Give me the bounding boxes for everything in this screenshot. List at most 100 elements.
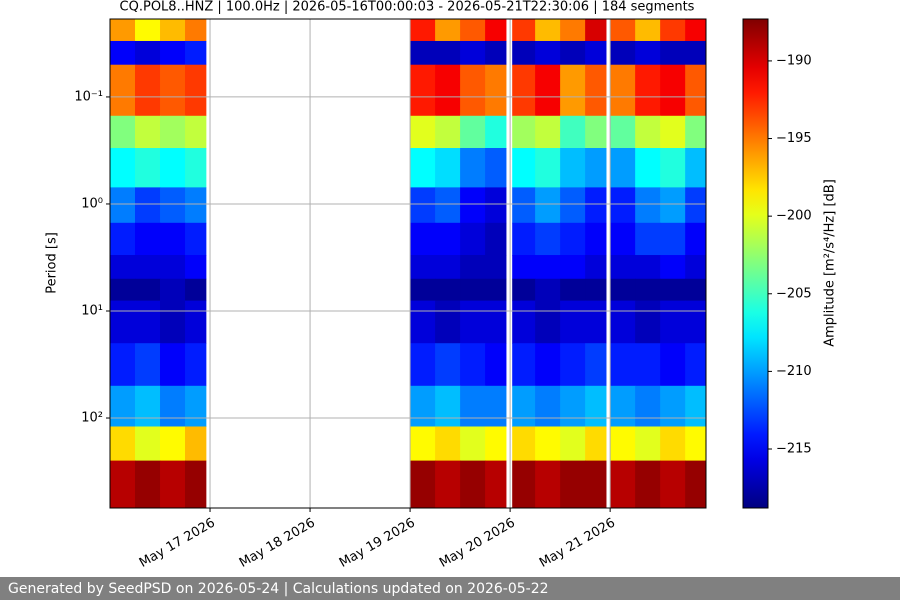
heatmap-cell xyxy=(185,222,207,256)
heatmap-cell xyxy=(110,255,136,280)
heatmap-cell xyxy=(660,278,686,302)
heatmap-cell xyxy=(485,147,507,188)
heatmap-cell xyxy=(685,187,707,224)
heatmap-cell xyxy=(135,222,161,256)
footer-bar xyxy=(0,577,900,600)
heatmap-cell xyxy=(635,187,661,224)
heatmap-cell xyxy=(160,64,186,117)
heatmap-cell xyxy=(635,64,661,117)
heatmap-cell xyxy=(460,278,486,302)
heatmap-cell xyxy=(135,460,161,509)
heatmap-cell xyxy=(110,64,136,117)
heatmap-cell xyxy=(635,222,661,256)
heatmap-cell xyxy=(110,40,136,66)
heatmap-cell xyxy=(585,40,607,66)
heatmap-cell xyxy=(512,343,536,387)
heatmap-cell xyxy=(160,300,186,344)
heatmap-cell xyxy=(435,300,461,344)
heatmap-cell xyxy=(535,115,561,149)
heatmap-cell xyxy=(160,40,186,66)
heatmap-cell xyxy=(560,19,586,42)
heatmap-cell xyxy=(660,222,686,256)
heatmap-cell xyxy=(512,426,536,462)
heatmap-cell xyxy=(660,255,686,280)
heatmap-cell xyxy=(460,19,486,42)
heatmap-cell xyxy=(560,385,586,427)
heatmap-cell xyxy=(135,40,161,66)
heatmap-cell xyxy=(585,115,607,149)
heatmap-cell xyxy=(535,187,561,224)
heatmap-cell xyxy=(512,278,536,302)
heatmap-cell xyxy=(560,343,586,387)
heatmap-cell xyxy=(585,255,607,280)
heatmap-cell xyxy=(435,40,461,66)
heatmap-cell xyxy=(610,64,636,117)
heatmap-cell xyxy=(110,222,136,256)
heatmap-cell xyxy=(585,385,607,427)
heatmap-cell xyxy=(460,40,486,66)
heatmap-cell xyxy=(660,40,686,66)
heatmap-cell xyxy=(460,187,486,224)
heatmap-cell xyxy=(685,222,707,256)
heatmap-cell xyxy=(610,19,636,42)
heatmap-cell xyxy=(460,147,486,188)
heatmap-cell xyxy=(610,343,636,387)
heatmap-cell xyxy=(610,278,636,302)
x-tick-label: May 17 2026 xyxy=(137,516,218,571)
heatmap-cell xyxy=(185,19,207,42)
heatmap-cell xyxy=(135,255,161,280)
heatmap-cell xyxy=(535,426,561,462)
heatmap-cell xyxy=(435,343,461,387)
heatmap-cell xyxy=(685,19,707,42)
heatmap-cell xyxy=(585,147,607,188)
heatmap-cell xyxy=(610,147,636,188)
heatmap-cell xyxy=(160,115,186,149)
heatmap-cell xyxy=(635,300,661,344)
heatmap-cell xyxy=(585,64,607,117)
heatmap-cell xyxy=(460,300,486,344)
x-tick-label: May 18 2026 xyxy=(237,516,318,571)
heatmap-cell xyxy=(410,147,436,188)
heatmap-cell xyxy=(160,385,186,427)
plot-frame xyxy=(109,18,707,509)
x-tick-label: May 19 2026 xyxy=(337,516,418,571)
heatmap-cell xyxy=(660,300,686,344)
heatmap-cell xyxy=(512,385,536,427)
heatmap-cell xyxy=(160,255,186,280)
heatmap-cell xyxy=(135,385,161,427)
heatmap-cell xyxy=(410,115,436,149)
heatmap-cell xyxy=(185,40,207,66)
heatmap-cell xyxy=(410,187,436,224)
heatmap-cell xyxy=(460,343,486,387)
heatmap-cell xyxy=(585,460,607,509)
heatmap-cell xyxy=(485,40,507,66)
heatmap-cell xyxy=(410,300,436,344)
heatmap-cell xyxy=(610,385,636,427)
heatmap-cell xyxy=(485,460,507,509)
heatmap-cell xyxy=(135,19,161,42)
heatmap-cell xyxy=(485,19,507,42)
heatmap-cell xyxy=(585,426,607,462)
heatmap-cell xyxy=(635,343,661,387)
heatmap-cell xyxy=(485,385,507,427)
heatmap-cell xyxy=(635,460,661,509)
heatmap-cell xyxy=(660,343,686,387)
colorbar-tick-label: −195 xyxy=(776,131,812,146)
heatmap-cell xyxy=(635,278,661,302)
heatmap-cell xyxy=(585,343,607,387)
heatmap-cell xyxy=(485,255,507,280)
heatmap-cell xyxy=(410,255,436,280)
heatmap-cell xyxy=(560,147,586,188)
heatmap-cell xyxy=(610,300,636,344)
heatmap-cell xyxy=(560,426,586,462)
heatmap-cell xyxy=(160,343,186,387)
heatmap-cell xyxy=(660,19,686,42)
heatmap-cell xyxy=(185,278,207,302)
y-tick-label: 10⁰ xyxy=(81,196,103,211)
heatmap-cell xyxy=(560,300,586,344)
y-tick-label: 10⁻¹ xyxy=(74,89,103,104)
heatmap-cell xyxy=(160,460,186,509)
heatmap-cell xyxy=(485,278,507,302)
heatmap-cell xyxy=(485,187,507,224)
